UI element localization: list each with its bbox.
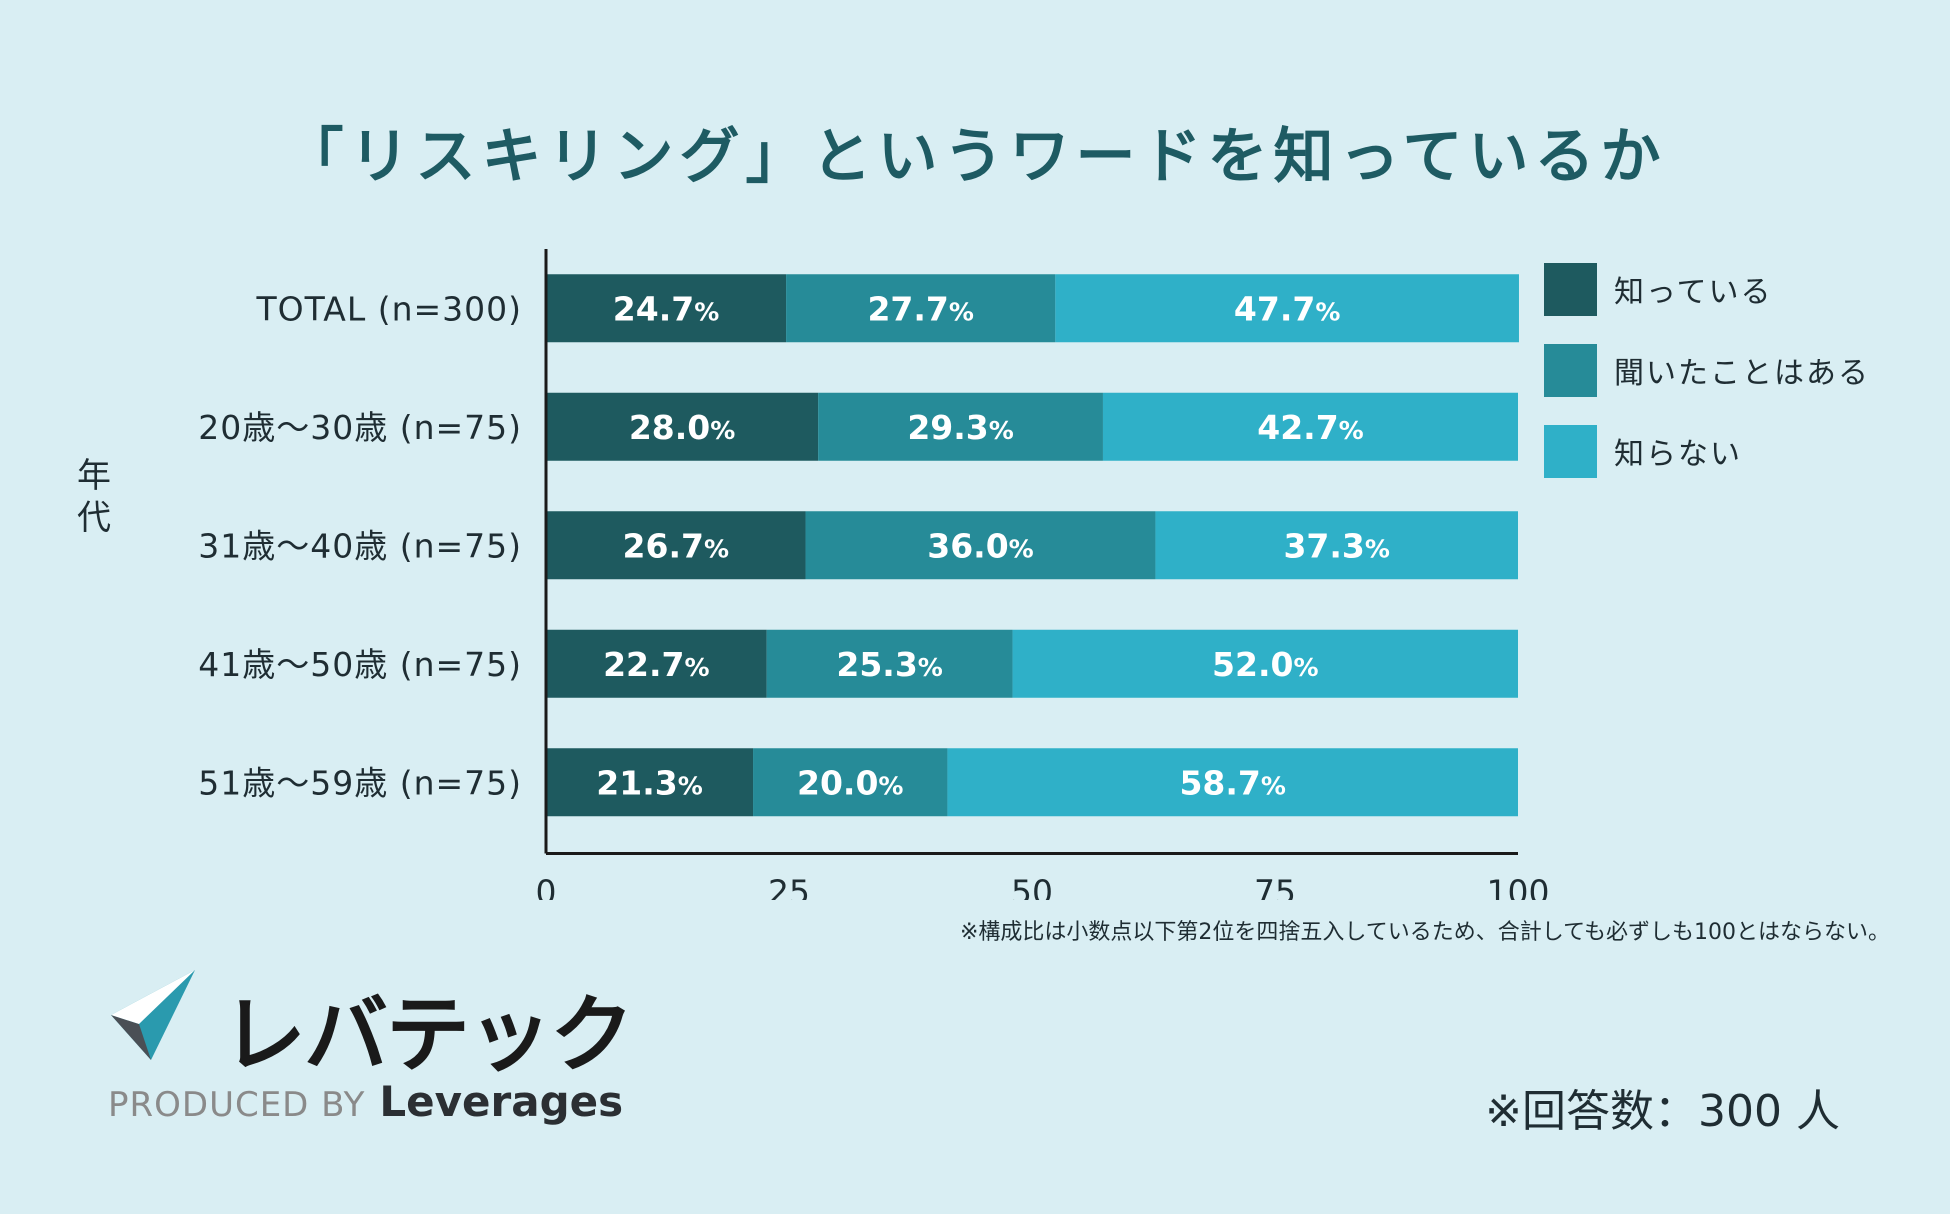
data-label: 36.0%	[927, 526, 1033, 565]
legend-label: 知っている	[1614, 275, 1773, 310]
category-label: 31歳～40歳 (n=75)	[198, 526, 522, 565]
legend-swatch	[1544, 424, 1597, 478]
bar-segment	[546, 748, 754, 817]
respondent-count: ※回答数：300 人	[1485, 1086, 1840, 1137]
bar-segment	[818, 392, 1103, 461]
x-tick-label: 75	[1254, 873, 1296, 901]
produced-by: PRODUCED BY Leverages	[108, 1077, 623, 1126]
data-label: 37.3%	[1283, 526, 1389, 565]
category-label: 41歳～50歳 (n=75)	[198, 645, 522, 684]
bar-segment	[546, 629, 767, 698]
legend-label: 知らない	[1614, 437, 1742, 472]
x-tick-label: 25	[768, 873, 810, 901]
bar-segment	[805, 511, 1156, 580]
data-label: 22.7%	[603, 645, 709, 684]
x-tick-label: 0	[536, 873, 557, 901]
bar-segment	[766, 629, 1013, 698]
data-label: 42.7%	[1257, 408, 1363, 447]
brand-name: レバテック	[222, 986, 634, 1084]
bar-segment	[786, 274, 1056, 343]
data-label: 26.7%	[623, 526, 729, 565]
data-label: 25.3%	[836, 645, 942, 684]
bar-segment	[546, 511, 806, 580]
company-name: Leverages	[379, 1077, 624, 1126]
x-tick-label: 100	[1487, 873, 1550, 901]
data-label: 27.7%	[867, 289, 973, 328]
bar-segment	[947, 748, 1518, 817]
legend-label: 聞いたことはある	[1614, 356, 1870, 391]
category-label: 20歳～30歳 (n=75)	[198, 408, 522, 447]
stacked-bar-chart: TOTAL (n=300) 24.7% 27.7% 47.7% 20歳～30歳 (n=7…	[198, 249, 1550, 901]
chart-title: 「リスキリング」というワードを知っているか	[283, 122, 1667, 192]
rounding-note: ※構成比は小数点以下第2位を四捨五入しているため、合計しても必ずしも100とはな…	[959, 920, 1890, 945]
legend-item: 知っている	[1544, 262, 1870, 316]
data-label: 24.7%	[613, 289, 719, 328]
legend-item: 知らない	[1544, 424, 1870, 478]
bar-segment	[546, 392, 819, 461]
data-label: 21.3%	[596, 763, 702, 802]
x-tick-label: 50	[1011, 873, 1053, 901]
produced-by-label: PRODUCED BY	[108, 1085, 366, 1125]
data-label: 28.0%	[629, 408, 735, 447]
brand-logo-icon	[111, 970, 195, 1060]
legend-swatch	[1544, 262, 1597, 316]
category-label: 51歳～59歳 (n=75)	[198, 763, 522, 802]
category-label: TOTAL (n=300)	[256, 289, 522, 328]
data-label: 20.0%	[797, 763, 903, 802]
bar-segment	[753, 748, 948, 817]
data-label: 58.7%	[1179, 763, 1285, 802]
bar-segment	[1102, 392, 1518, 461]
bar-segment	[1155, 511, 1518, 580]
legend-swatch	[1544, 343, 1597, 397]
chart-legend: 知っている聞いたことはある 知らない	[1544, 262, 1870, 505]
data-label: 29.3%	[907, 408, 1013, 447]
data-label: 52.0%	[1212, 645, 1318, 684]
bar-segment	[1012, 629, 1518, 698]
legend-item: 聞いたことはある	[1544, 343, 1870, 397]
bar-segment	[546, 274, 787, 343]
y-axis-title: 年代	[77, 456, 111, 538]
bar-segment	[1055, 274, 1519, 343]
data-label: 47.7%	[1234, 289, 1340, 328]
